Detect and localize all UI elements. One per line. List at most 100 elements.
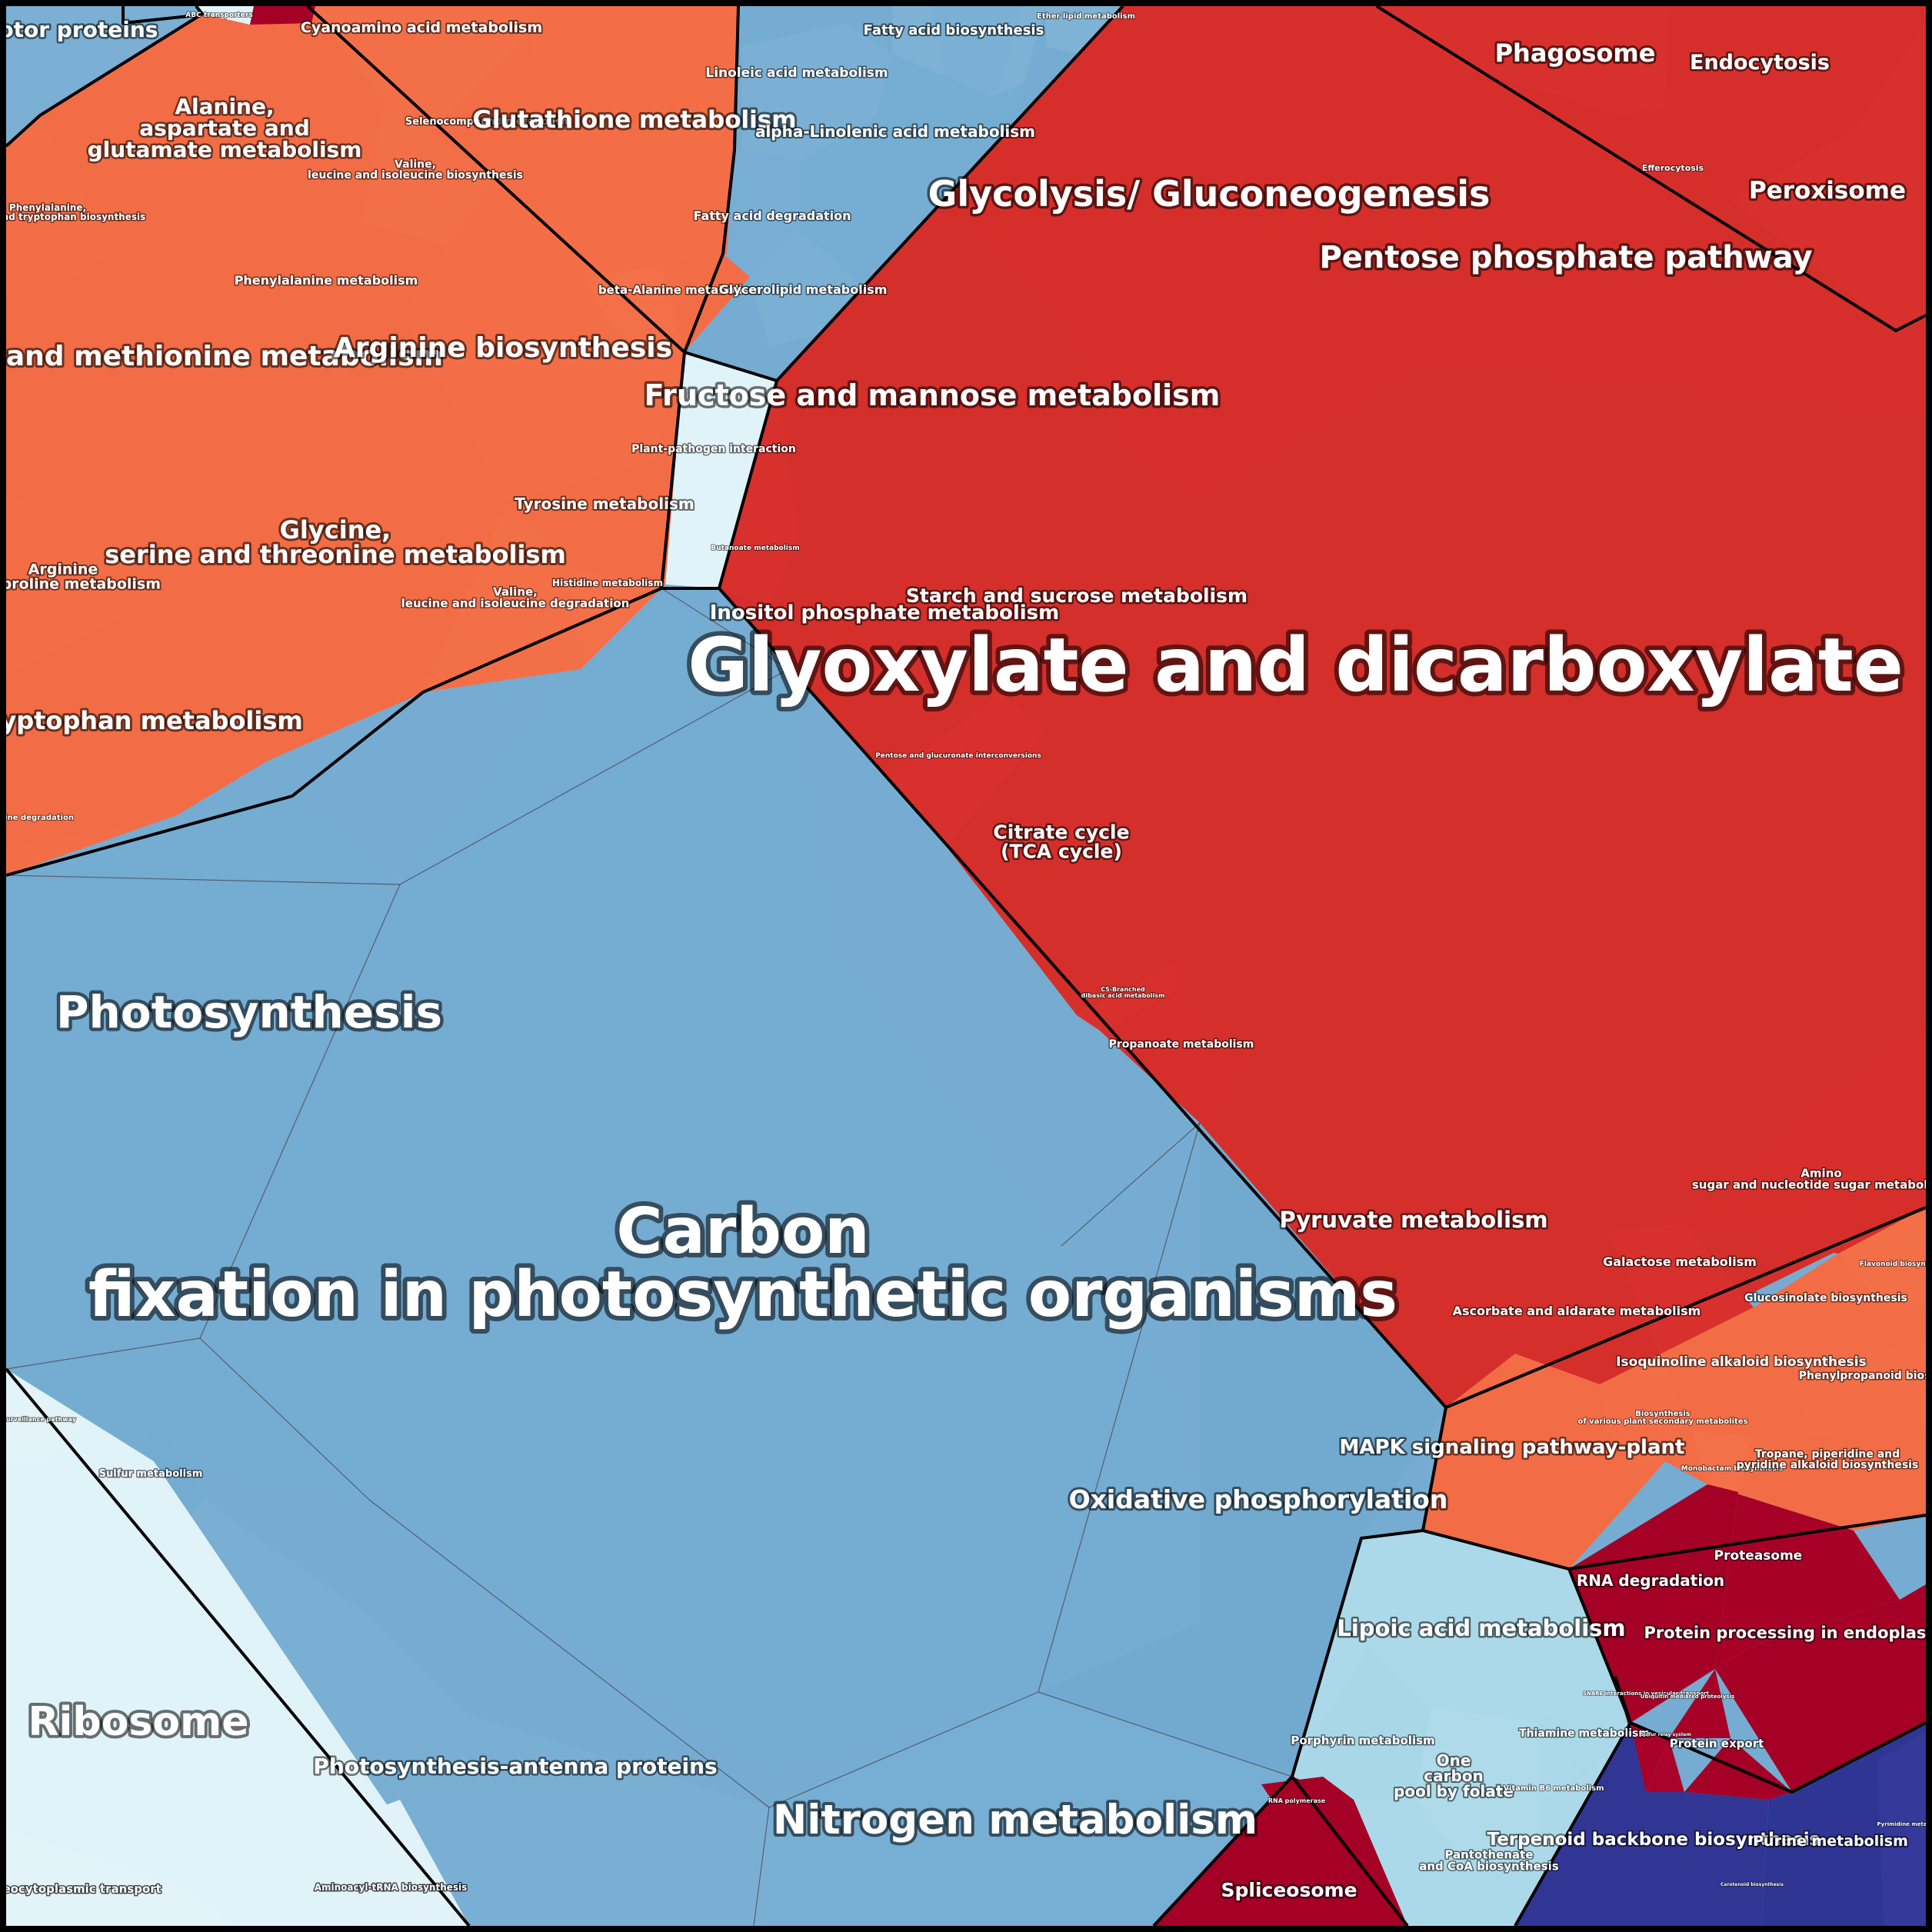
- cell-alanine[interactable]: [40, 6, 385, 277]
- cell-darkred-top[interactable]: [250, 6, 315, 25]
- cell-lipoic[interactable]: [1361, 1531, 1615, 1723]
- label-histidine: Histidine metabolism: [552, 578, 663, 588]
- label-line: Selenocompound metabolism: [405, 116, 571, 128]
- cell-rna-degradation[interactable]: [1569, 1484, 1738, 1723]
- cell-phenylalanine[interactable]: [254, 223, 446, 392]
- cell-histidine[interactable]: [569, 569, 665, 669]
- cell-carbon-fixation[interactable]: [6, 588, 1200, 1769]
- cell-tropane[interactable]: [1738, 1431, 1926, 1531]
- label-tryptophan: Tryptophan metabolism: [0, 706, 303, 735]
- cell-fatty-acid-deg[interactable]: [723, 150, 800, 277]
- label-line: Phenylpropanoid biosynthesis: [1799, 1370, 1932, 1382]
- cell-secondary-metabolites[interactable]: [1600, 1354, 1692, 1492]
- cell-beta-alanine[interactable]: [585, 265, 685, 361]
- cell-aminoacyl[interactable]: [338, 1800, 469, 1926]
- cell-pyrimidine[interactable]: [1877, 1730, 1926, 1926]
- cell-glyoxylate[interactable]: [1169, 361, 1926, 1254]
- label-line: Photosynthesis-antenna proteins: [313, 1754, 717, 1779]
- cell-lysine[interactable]: [6, 815, 177, 875]
- cell-citrate[interactable]: [946, 723, 1177, 1015]
- cell-tryptophan[interactable]: [6, 600, 292, 846]
- cell-mapk[interactable]: [1423, 1354, 1638, 1569]
- cell-pentose-glucuronate[interactable]: [892, 692, 1046, 846]
- cell-butanoate[interactable]: [719, 381, 800, 608]
- cell-pentose-phosphate[interactable]: [1427, 69, 1926, 415]
- cell-one-carbon[interactable]: [1415, 1707, 1538, 1861]
- cell-oxidative[interactable]: [1038, 1123, 1446, 1777]
- cell-valine-deg[interactable]: [423, 504, 581, 692]
- label-line: Valine,: [395, 158, 436, 171]
- cell-ascorbate[interactable]: [1515, 1219, 1661, 1384]
- cell-proteasome[interactable]: [1707, 1484, 1900, 1669]
- cell-plant-pathogen[interactable]: [665, 352, 777, 588]
- cell-phagosome[interactable]: [1377, 6, 1669, 115]
- cell-sulfur-relay[interactable]: [1646, 1738, 1684, 1792]
- cell-glycolysis[interactable]: [954, 6, 1469, 500]
- red-group: [719, 6, 1926, 1407]
- cell-phenylpropanoid[interactable]: [1792, 1338, 1926, 1438]
- label-line: sugar and nucleotide sugar metabolism: [1692, 1178, 1932, 1192]
- cell-ubiquitin[interactable]: [1669, 1669, 1730, 1738]
- cell-c5-branched[interactable]: [1077, 961, 1177, 1031]
- cell-snare[interactable]: [1615, 1677, 1669, 1792]
- label-line: glutamate metabolism: [88, 137, 362, 162]
- cell-inositol[interactable]: [769, 538, 1000, 777]
- label-line: Photosynthesis: [56, 986, 442, 1038]
- cell-motor-proteins[interactable]: [6, 6, 202, 146]
- cell-fructose[interactable]: [777, 200, 1138, 592]
- label-porphyrin: Porphyrin metabolism: [1291, 1734, 1434, 1747]
- cell-glutathione[interactable]: [531, 6, 738, 277]
- cell-nitrogen[interactable]: [769, 1692, 1292, 1926]
- cell-nucleocytoplasmic[interactable]: [6, 1830, 231, 1926]
- label-line: tyrosine and tryptophan biosynthesis: [0, 212, 145, 222]
- label-sulfur: Sulfur metabolism: [99, 1468, 203, 1480]
- cell-thiamine[interactable]: [1538, 1677, 1631, 1777]
- cell-linoleic[interactable]: [742, 23, 892, 162]
- cell-monobactam[interactable]: [1692, 1431, 1754, 1492]
- cell-tyrosine[interactable]: [508, 352, 685, 585]
- cell-lipid-top[interactable]: [931, 6, 1023, 96]
- label-line: Spliceosome: [1221, 1879, 1357, 1901]
- cell-peroxisome[interactable]: [1730, 23, 1926, 331]
- cell-cyanoamino[interactable]: [308, 6, 531, 131]
- cell-starch[interactable]: [861, 461, 1200, 731]
- cell-vitamin-b6[interactable]: [1538, 1769, 1615, 1846]
- cell-arginine-proline[interactable]: [6, 492, 162, 677]
- cell-ether-lipid[interactable]: [1046, 6, 1123, 54]
- cell-terpenoid[interactable]: [1515, 1723, 1769, 1926]
- label-glycine: Glycine, serine and threonine metabolism: [105, 515, 566, 569]
- label-lysine: Lysine degradation: [0, 814, 74, 822]
- label-efferocytosis: Efferocytosis: [1642, 163, 1704, 173]
- cell-pyruvate[interactable]: [1200, 1069, 1569, 1407]
- cell-phe-tyr-trp[interactable]: [6, 115, 115, 300]
- cell-endocytosis[interactable]: [1665, 6, 1926, 200]
- cell-arginine-bio[interactable]: [400, 177, 685, 504]
- label-line: Nucleocytoplasmic transport: [0, 1882, 162, 1896]
- cell-amino-sugar[interactable]: [1684, 1023, 1926, 1254]
- cell-flavonoid[interactable]: [1838, 1208, 1926, 1307]
- cell-cysteine[interactable]: [6, 250, 354, 569]
- cell-spliceosome[interactable]: [1154, 1777, 1407, 1926]
- label-line: Tyrosine metabolism: [515, 495, 694, 513]
- label-lipoic: Lipoic acid metabolism: [1337, 1615, 1625, 1641]
- cell-valine-bio[interactable]: [361, 100, 492, 246]
- cell-isoquinoline[interactable]: [1661, 1307, 1807, 1438]
- cell-glucosinolate[interactable]: [1754, 1254, 1877, 1354]
- label-line: Glycolysis/ Gluconeogenesis: [928, 173, 1491, 215]
- label-glyoxylate: Glyoxylate and dicarboxylate metabolism: [688, 622, 1932, 708]
- cell-protein-processing[interactable]: [1715, 1584, 1926, 1792]
- cell-abc-transporters[interactable]: [196, 6, 254, 25]
- cell-propanoate[interactable]: [1100, 992, 1246, 1123]
- cell-porphyrin[interactable]: [1292, 1646, 1431, 1800]
- label-line: Cysteine and methionine metabolism: [0, 341, 443, 372]
- label-one-carbon: One carbon pool by folate: [1394, 1751, 1514, 1800]
- label-line: Proteasome: [1714, 1548, 1803, 1564]
- label-line: leucine and isoleucine biosynthesis: [308, 169, 523, 182]
- cell-galactose[interactable]: [1607, 1223, 1754, 1354]
- label-line: beta-Alanine metabolism: [598, 283, 761, 297]
- label-line: Ubiquitin mediated proteolysis: [1641, 1694, 1734, 1700]
- label-line: Vitamin B6 metabolism: [1503, 1784, 1604, 1793]
- cell-glycine[interactable]: [154, 315, 508, 746]
- label-spliceosome: Spliceosome: [1221, 1879, 1357, 1901]
